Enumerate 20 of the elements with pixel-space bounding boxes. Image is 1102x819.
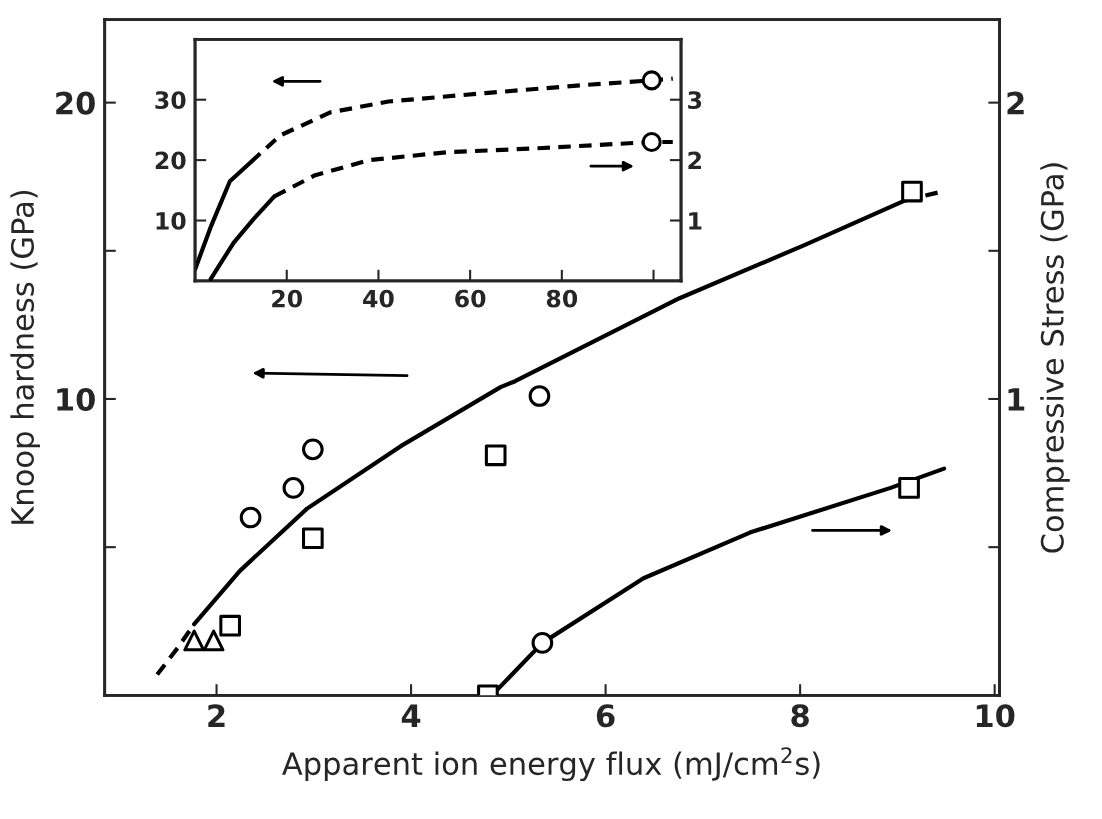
y-tick-label: 20 — [155, 151, 186, 170]
x-tick-label: 10 — [976, 704, 1015, 728]
y2-tick-label: 3 — [688, 91, 702, 110]
x-axis-title: Apparent ion energy flux (mJ/cm$^{2}$s) — [282, 747, 820, 782]
y2-tick-label: 1 — [1008, 388, 1025, 411]
x-tick-label: 20 — [272, 289, 303, 308]
x-tick-label: 80 — [546, 289, 578, 308]
y2-tick-label: 1 — [689, 212, 702, 230]
y2-axis-title: Compressive Stress (GPa) — [1040, 163, 1070, 553]
y2-tick-label: 2 — [688, 151, 701, 170]
y-tick-label: 10 — [156, 211, 186, 230]
x-tick-label: 4 — [401, 704, 421, 727]
x-tick-label: 6 — [596, 704, 615, 728]
x-tick-label: 40 — [363, 289, 394, 308]
y-tick-label: 30 — [155, 91, 186, 110]
x-tick-label: 2 — [208, 704, 225, 727]
y-axis-title: Knoop hardness (GPa) — [10, 190, 40, 524]
x-tick-label: 8 — [791, 704, 809, 728]
y2-tick-label: 2 — [1007, 91, 1024, 115]
x-tick-label: 60 — [455, 289, 486, 308]
